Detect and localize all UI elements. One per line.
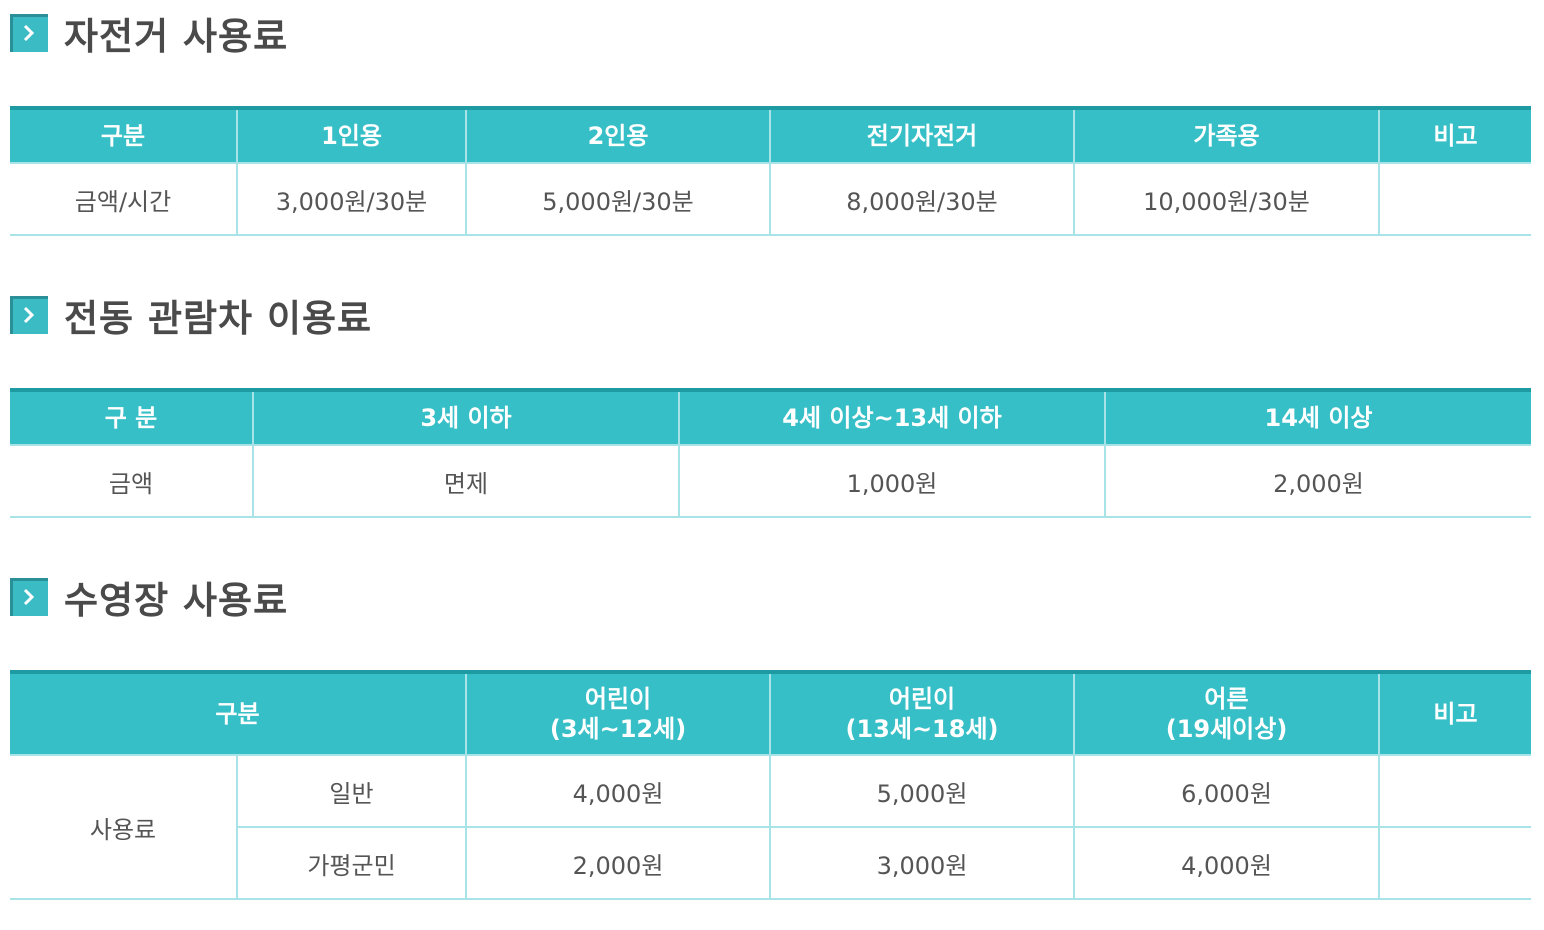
price-cell: 2,000원 (1104, 445, 1531, 518)
header-line: 구분 (215, 700, 260, 728)
header-cell: 구 분 (10, 390, 253, 446)
price-cell: 3,000원/30분 (236, 163, 466, 236)
section-title-pool: 수영장 사용료 (10, 577, 288, 622)
price-cell: 2,000원 (465, 827, 771, 900)
section-heading: 자전거 사용료 (64, 15, 289, 58)
header-cell: 4세 이상~13세 이하 (678, 390, 1105, 446)
chevron-right-icon (10, 14, 48, 52)
header-cell: 전기자전거 (769, 108, 1074, 164)
bicycle-fee-table: 구분 1인용 2인용 전기자전거 가족용 비고 금액/시간 3,000원/30분… (10, 106, 1531, 236)
note-cell (1378, 755, 1532, 828)
header-cell: 3세 이하 (252, 390, 679, 446)
row-label: 금액/시간 (10, 163, 237, 236)
section-title-ferris-wheel: 전동 관람차 이용료 (10, 295, 372, 340)
header-line: 어린이 (888, 685, 956, 713)
chevron-right-icon (10, 296, 48, 334)
header-subline: (3세~12세) (549, 715, 687, 743)
table-row: 가평군민 2,000원 3,000원 4,000원 (10, 827, 1532, 900)
table-row: 사용료 일반 4,000원 5,000원 6,000원 (10, 755, 1532, 900)
header-subline: (13세~18세) (845, 715, 999, 743)
row-label: 금액 (10, 445, 253, 518)
header-line: 비고 (1433, 700, 1478, 728)
note-cell (1378, 827, 1532, 900)
table-header-row: 구 분 3세 이하 4세 이상~13세 이하 14세 이상 (10, 390, 1531, 446)
header-cell: 비고 (1378, 672, 1532, 756)
note-cell (1378, 163, 1531, 236)
header-cell: 구분 (10, 108, 237, 164)
section-heading: 수영장 사용료 (64, 579, 289, 622)
ferris-wheel-fee-table: 구 분 3세 이하 4세 이상~13세 이하 14세 이상 금액 면제 1,00… (10, 388, 1531, 518)
pool-fee-table: 구분 어린이 (3세~12세) 어린이 (13세~18세) 어른 (19세이상)… (10, 670, 1532, 900)
header-cell: 가족용 (1073, 108, 1379, 164)
header-cell: 1인용 (236, 108, 466, 164)
price-cell: 1,000원 (678, 445, 1105, 518)
header-cell: 비고 (1378, 108, 1531, 164)
table-row: 금액 면제 1,000원 2,000원 (10, 445, 1531, 518)
price-cell: 4,000원 (465, 755, 771, 828)
price-cell: 5,000원 (769, 755, 1075, 828)
price-cell: 8,000원/30분 (769, 163, 1074, 236)
section-heading: 전동 관람차 이용료 (64, 297, 373, 340)
chevron-right-icon (10, 578, 48, 616)
header-subline: (19세이상) (1165, 715, 1288, 743)
price-cell: 6,000원 (1073, 755, 1380, 828)
header-cell: 어른 (19세이상) (1073, 672, 1380, 756)
price-cell: 5,000원/30분 (465, 163, 770, 236)
table-header-row: 구분 1인용 2인용 전기자전거 가족용 비고 (10, 108, 1531, 164)
price-cell: 10,000원/30분 (1073, 163, 1379, 236)
header-line: 어린이 (584, 685, 652, 713)
header-cell: 어린이 (3세~12세) (465, 672, 771, 756)
price-cell: 면제 (252, 445, 679, 518)
table-header-row: 구분 어린이 (3세~12세) 어린이 (13세~18세) 어른 (19세이상)… (10, 672, 1532, 756)
row-label: 일반 (235, 755, 467, 828)
header-cell: 구분 (10, 672, 467, 756)
header-cell: 2인용 (465, 108, 770, 164)
header-cell: 어린이 (13세~18세) (769, 672, 1075, 756)
table-row: 금액/시간 3,000원/30분 5,000원/30분 8,000원/30분 1… (10, 163, 1531, 236)
header-cell: 14세 이상 (1104, 390, 1531, 446)
price-cell: 4,000원 (1073, 827, 1380, 900)
header-line: 어른 (1204, 685, 1249, 713)
price-cell: 3,000원 (769, 827, 1075, 900)
row-label: 가평군민 (235, 827, 467, 900)
row-group-label: 사용료 (10, 755, 237, 900)
section-title-bicycle: 자전거 사용료 (10, 13, 288, 58)
